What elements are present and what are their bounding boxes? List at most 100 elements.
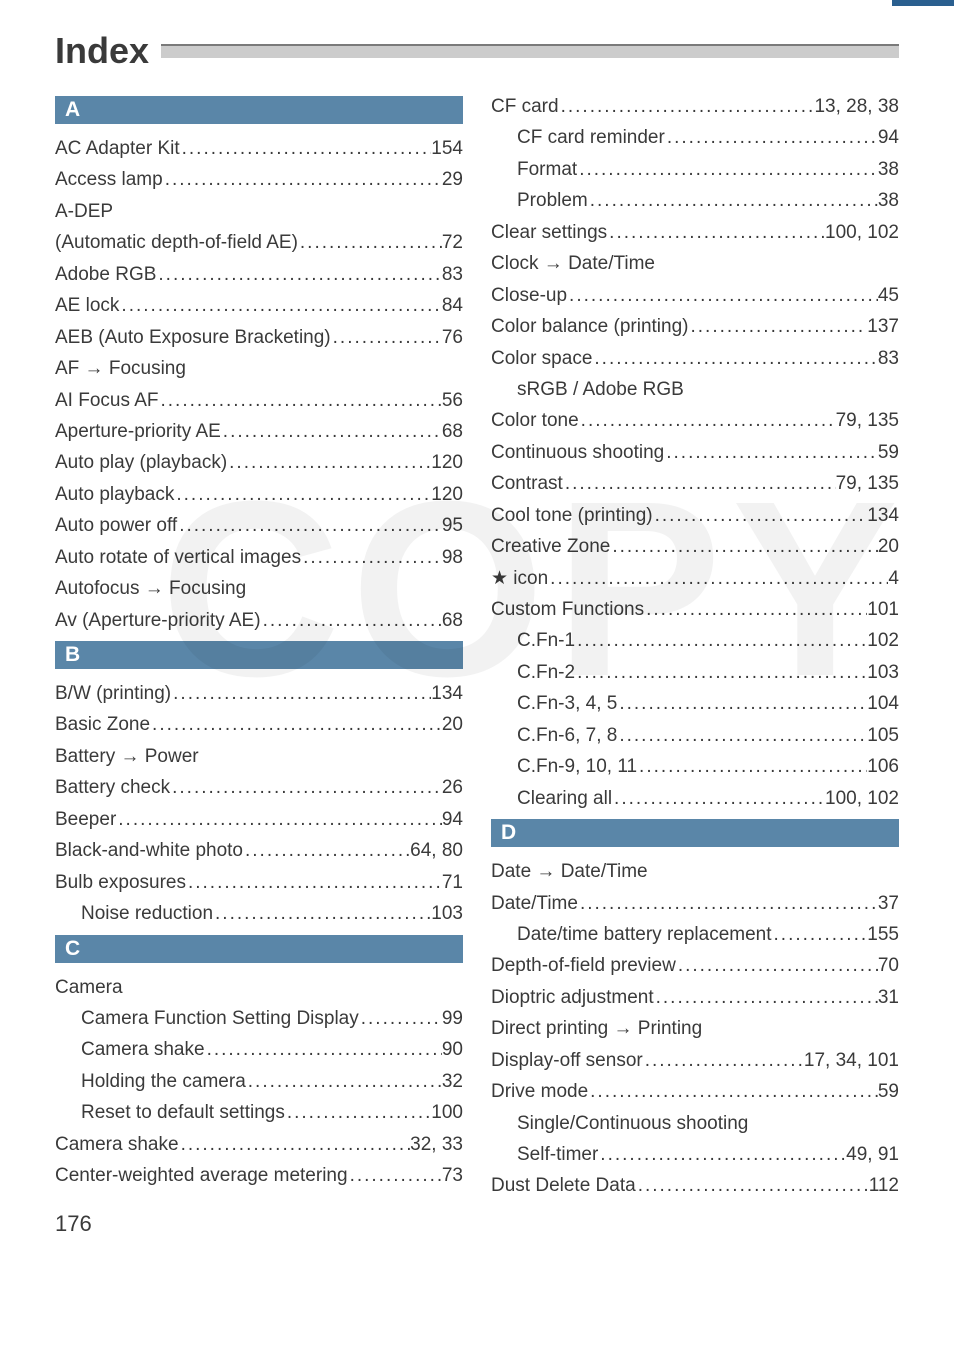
entry-leader-dots	[689, 312, 868, 341]
entry-page: 64, 80	[410, 836, 463, 865]
index-entry: Basic Zone20	[55, 710, 463, 739]
entry-page: 31	[878, 983, 899, 1012]
index-entry: Contrast79, 135	[491, 469, 899, 498]
index-entry: (Automatic depth-of-field AE)72	[55, 228, 463, 257]
entry-page: 26	[442, 773, 463, 802]
entry-label: Problem	[517, 186, 588, 215]
entry-label: CF card reminder	[517, 123, 665, 152]
entry-page: 134	[431, 679, 463, 708]
entry-leader-dots	[588, 186, 878, 215]
index-entry: Cool tone (printing)134	[491, 501, 899, 530]
entry-leader-dots	[174, 480, 431, 509]
entry-leader-dots	[577, 155, 878, 184]
index-entry: Battery → Power	[55, 742, 463, 771]
entry-page: 94	[442, 805, 463, 834]
entry-label: Color space	[491, 344, 592, 373]
entry-label: C.Fn-2	[517, 658, 575, 687]
entry-leader-dots	[654, 983, 878, 1012]
index-entry: Close-up45	[491, 281, 899, 310]
index-entry: Adobe RGB 83	[55, 260, 463, 289]
index-entry: Noise reduction103	[55, 899, 463, 928]
entry-label: Creative Zone	[491, 532, 610, 561]
index-entry: C.Fn-2103	[491, 658, 899, 687]
entry-leader-dots	[578, 889, 878, 918]
entry-leader-dots	[170, 773, 442, 802]
entry-page: 134	[867, 501, 899, 530]
index-entry: CF card13, 28, 38	[491, 92, 899, 121]
entry-leader-dots	[150, 710, 442, 739]
entry-page: 29	[442, 165, 463, 194]
entry-page: 68	[442, 606, 463, 635]
index-entry: Drive mode59	[491, 1077, 899, 1106]
index-entry: Camera shake90	[55, 1035, 463, 1064]
entry-label: Camera	[55, 973, 123, 1002]
entry-label: Self-timer	[517, 1140, 598, 1169]
entry-leader-dots	[588, 1077, 878, 1106]
entry-label: Format	[517, 155, 577, 184]
entry-page: 84	[442, 291, 463, 320]
index-entry: C.Fn-9, 10, 11106	[491, 752, 899, 781]
entry-leader-dots	[664, 438, 878, 467]
entry-page: 94	[878, 123, 899, 152]
entry-label: Adobe RGB	[55, 260, 156, 289]
entry-label: Contrast	[491, 469, 563, 498]
entry-page: 59	[878, 438, 899, 467]
entry-leader-dots	[617, 689, 867, 718]
index-entry: Direct printing → Printing	[491, 1014, 899, 1043]
section-B-entries: B/W (printing)134Basic Zone20Battery → P…	[55, 679, 463, 929]
left-column: A AC Adapter Kit154Access lamp29A-DEP(Au…	[55, 90, 463, 1203]
index-entry: Camera	[55, 973, 463, 1002]
index-entry: AEB (Auto Exposure Bracketing)76	[55, 323, 463, 352]
entry-page: 49, 91	[846, 1140, 899, 1169]
entry-label: sRGB / Adobe RGB	[517, 375, 684, 404]
entry-page: 155	[867, 920, 899, 949]
entry-label: AC Adapter Kit	[55, 134, 180, 163]
entry-label: Date → Date/Time	[491, 857, 648, 886]
right-column: CF card13, 28, 38CF card reminder 94 Forma…	[491, 90, 899, 1203]
entry-page: 83	[442, 260, 463, 289]
entry-label: C.Fn-1	[517, 626, 575, 655]
entry-label: A-DEP	[55, 197, 113, 226]
entry-label: Av (Aperture-priority AE)	[55, 606, 261, 635]
index-entry: Color space83	[491, 344, 899, 373]
entry-leader-dots	[548, 564, 888, 593]
entry-page: 120	[431, 480, 463, 509]
index-entry: AE lock84	[55, 291, 463, 320]
two-column-layout: A AC Adapter Kit154Access lamp29A-DEP(Au…	[55, 90, 899, 1203]
entry-leader-dots	[348, 1161, 442, 1190]
entry-label: Camera Function Setting Display	[81, 1004, 359, 1033]
entry-page: 98	[442, 543, 463, 572]
index-entry: Continuous shooting59	[491, 438, 899, 467]
entry-leader-dots	[598, 1140, 846, 1169]
entry-leader-dots	[665, 123, 878, 152]
entry-page: 100, 102	[825, 218, 899, 247]
entry-label: Battery → Power	[55, 742, 199, 771]
index-entry: Battery check26	[55, 773, 463, 802]
index-entry: C.Fn-3, 4, 5104	[491, 689, 899, 718]
entry-leader-dots	[610, 532, 878, 561]
index-entry: Clear settings100, 102	[491, 218, 899, 247]
index-entry: AF → Focusing	[55, 354, 463, 383]
entry-page: 38	[878, 155, 899, 184]
index-entry: Camera Function Setting Display99	[55, 1004, 463, 1033]
index-entry: Auto playback120	[55, 480, 463, 509]
entry-page: 38	[878, 186, 899, 215]
entry-leader-dots	[156, 260, 441, 289]
index-entry: Auto rotate of vertical images 98	[55, 543, 463, 572]
entry-label: ★ icon	[491, 564, 548, 593]
entry-leader-dots	[221, 417, 442, 446]
entry-label: Reset to default settings	[81, 1098, 285, 1127]
index-entry: Access lamp29	[55, 165, 463, 194]
index-entry: A-DEP	[55, 197, 463, 226]
entry-leader-dots	[227, 448, 431, 477]
entry-label: Date/Time	[491, 889, 578, 918]
entry-label: C.Fn-3, 4, 5	[517, 689, 617, 718]
entry-page: 45	[878, 281, 899, 310]
entry-label: Direct printing → Printing	[491, 1014, 702, 1043]
entry-leader-dots	[567, 281, 878, 310]
entry-label: Auto rotate of vertical images	[55, 543, 301, 572]
entry-leader-dots	[643, 1046, 804, 1075]
entry-page: 101	[867, 595, 899, 624]
entry-page: 100	[431, 1098, 463, 1127]
entry-leader-dots	[579, 406, 836, 435]
